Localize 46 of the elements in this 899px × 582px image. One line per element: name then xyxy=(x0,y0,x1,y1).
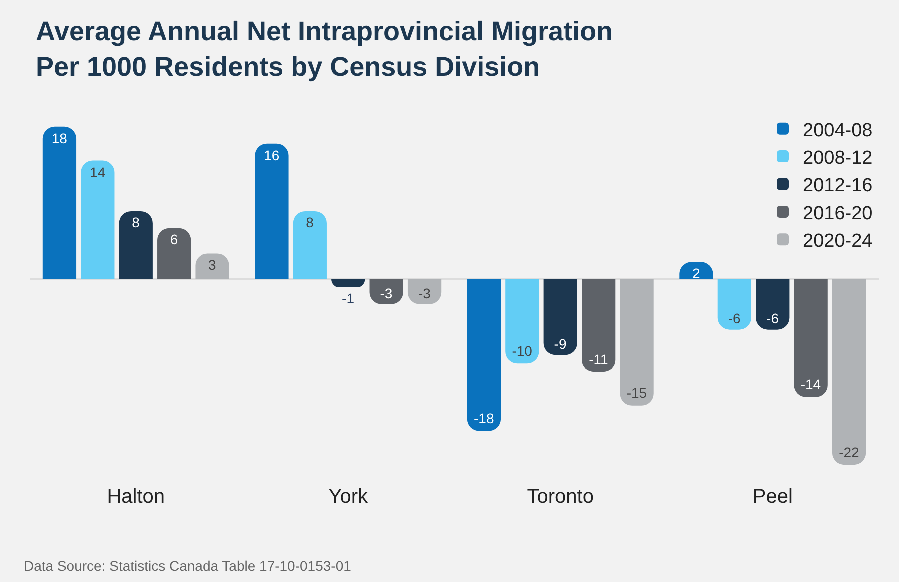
data-label: 16 xyxy=(264,147,280,164)
bar xyxy=(158,228,192,280)
data-label: 8 xyxy=(132,214,140,230)
bar xyxy=(582,279,616,372)
data-label: 14 xyxy=(90,164,106,180)
bar xyxy=(119,211,153,280)
data-label: -11 xyxy=(589,352,609,368)
legend-label: 2016-20 xyxy=(803,203,873,224)
bar xyxy=(255,144,289,280)
bar xyxy=(81,160,115,280)
bar xyxy=(42,126,77,280)
data-label: 3 xyxy=(208,256,217,273)
data-label: -9 xyxy=(554,336,567,352)
source-note: Data Source: Statistics Canada Table 17-10-0153-01 xyxy=(24,558,352,574)
bar xyxy=(467,279,502,432)
x-tick-label: York xyxy=(328,486,370,508)
data-label: 6 xyxy=(170,231,178,248)
bar xyxy=(718,279,752,330)
data-label: -6 xyxy=(766,310,780,327)
data-label: -14 xyxy=(800,376,822,393)
x-tick-label: Halton xyxy=(107,486,166,508)
data-label: -22 xyxy=(839,444,860,460)
legend-label: 2020-24 xyxy=(803,231,874,252)
bar xyxy=(794,279,828,398)
legend-label: 2004-08 xyxy=(803,120,873,142)
data-label: 2 xyxy=(692,265,700,282)
data-label: 8 xyxy=(306,214,314,230)
chart-title: Average Annual Net Intraprovincial Migration Per 1000 Residents by Census Division xyxy=(36,16,614,82)
bar xyxy=(544,279,578,356)
legend-label: 2008-12 xyxy=(803,148,873,169)
legend-label: 2012-16 xyxy=(803,176,873,197)
data-label: -6 xyxy=(728,310,741,327)
data-label: -1 xyxy=(342,290,355,307)
data-label: -3 xyxy=(418,285,432,302)
data-label: -18 xyxy=(474,410,494,426)
x-tick-label: Toronto xyxy=(527,486,594,508)
data-label: -10 xyxy=(512,342,533,359)
bar xyxy=(756,279,790,330)
bar xyxy=(293,211,327,280)
bar xyxy=(620,279,654,406)
data-label: -15 xyxy=(626,385,648,402)
data-label: 18 xyxy=(52,130,68,146)
x-tick-label: Peel xyxy=(752,486,793,508)
bar xyxy=(832,279,866,466)
bar xyxy=(506,279,540,364)
data-label: -3 xyxy=(380,285,393,302)
